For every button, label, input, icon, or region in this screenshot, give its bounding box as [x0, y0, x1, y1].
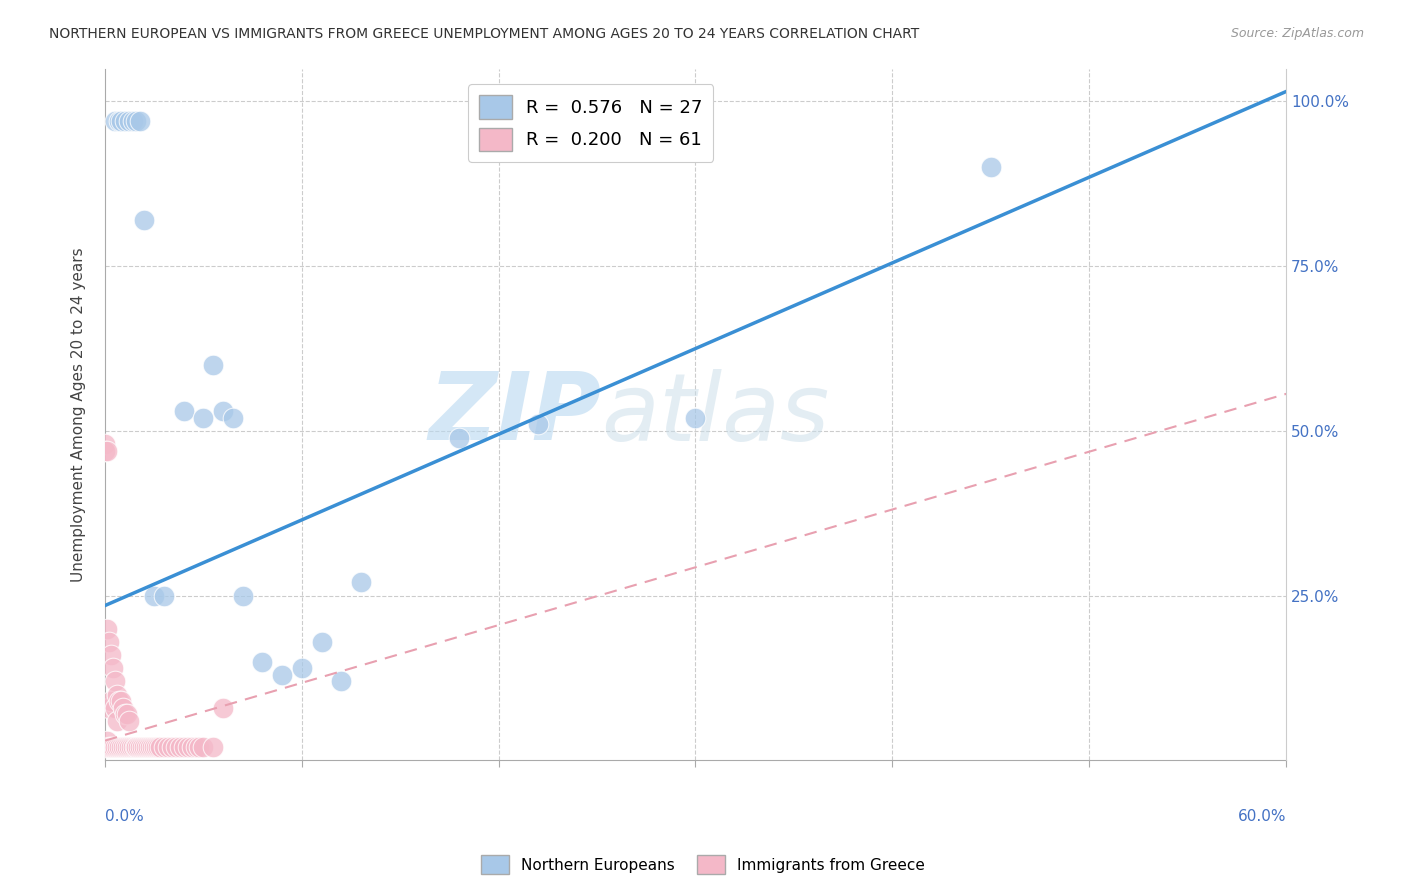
Point [117, 714, 139, 728]
Point [165, 740, 187, 755]
Point [180, 740, 202, 755]
Point [176, 740, 198, 755]
Point [117, 740, 139, 755]
Text: 0.0%: 0.0% [105, 809, 143, 824]
Point [980, 161, 1002, 175]
Point [212, 700, 235, 714]
Point [104, 674, 127, 689]
Point [110, 740, 132, 755]
Point [131, 740, 153, 755]
Point [173, 740, 195, 755]
Point [232, 589, 254, 603]
Point [173, 404, 195, 418]
Legend: Northern Europeans, Immigrants from Greece: Northern Europeans, Immigrants from Gree… [475, 849, 931, 880]
Point [114, 114, 136, 128]
Legend: R =  0.576   N = 27, R =  0.200   N = 61: R = 0.576 N = 27, R = 0.200 N = 61 [468, 85, 713, 161]
Point [188, 740, 211, 755]
Point [101, 661, 124, 675]
Point [153, 740, 176, 755]
Text: 60.0%: 60.0% [1237, 809, 1286, 824]
Point [94, 437, 117, 451]
Point [149, 740, 172, 755]
Point [143, 740, 166, 755]
Point [100, 740, 122, 755]
Point [202, 358, 225, 372]
Point [527, 417, 550, 432]
Point [111, 700, 134, 714]
Point [94, 740, 117, 755]
Point [115, 707, 138, 722]
Point [96, 622, 118, 636]
Point [685, 410, 707, 425]
Point [101, 740, 124, 755]
Point [115, 740, 138, 755]
Point [97, 740, 120, 755]
Point [141, 740, 163, 755]
Text: Source: ZipAtlas.com: Source: ZipAtlas.com [1230, 27, 1364, 40]
Point [97, 634, 120, 648]
Point [136, 740, 159, 755]
Point [143, 589, 166, 603]
Point [121, 114, 143, 128]
Point [107, 740, 129, 755]
Point [94, 443, 117, 458]
Point [100, 648, 122, 662]
Point [184, 740, 207, 755]
Point [105, 740, 128, 755]
Point [117, 114, 139, 128]
Point [107, 694, 129, 708]
Text: atlas: atlas [600, 369, 830, 460]
Point [105, 714, 128, 728]
Point [114, 707, 136, 722]
Point [160, 740, 183, 755]
Point [125, 740, 148, 755]
Point [97, 700, 120, 714]
Point [124, 740, 146, 755]
Point [156, 740, 179, 755]
Point [104, 700, 127, 714]
Point [107, 114, 129, 128]
Point [252, 655, 274, 669]
Point [153, 589, 176, 603]
Point [193, 410, 215, 425]
Point [110, 114, 132, 128]
Point [111, 740, 134, 755]
Point [169, 740, 191, 755]
Point [114, 740, 136, 755]
Point [449, 430, 471, 444]
Text: ZIP: ZIP [427, 368, 600, 460]
Point [129, 740, 152, 755]
Point [212, 404, 235, 418]
Point [146, 740, 169, 755]
Point [129, 114, 152, 128]
Point [105, 688, 128, 702]
Point [104, 114, 127, 128]
Point [311, 634, 333, 648]
Point [271, 667, 294, 681]
Point [110, 694, 132, 708]
Point [193, 740, 215, 755]
Point [330, 674, 353, 689]
Point [139, 740, 162, 755]
Point [104, 740, 127, 755]
Point [350, 575, 373, 590]
Point [120, 740, 142, 755]
Point [145, 740, 167, 755]
Point [96, 733, 118, 747]
Point [100, 694, 122, 708]
Point [127, 740, 149, 755]
Point [134, 213, 156, 227]
Text: NORTHERN EUROPEAN VS IMMIGRANTS FROM GREECE UNEMPLOYMENT AMONG AGES 20 TO 24 YEA: NORTHERN EUROPEAN VS IMMIGRANTS FROM GRE… [49, 27, 920, 41]
Point [291, 661, 314, 675]
Point [135, 740, 157, 755]
Point [96, 443, 118, 458]
Point [134, 740, 156, 755]
Point [125, 114, 148, 128]
Point [222, 410, 245, 425]
Point [202, 740, 225, 755]
Y-axis label: Unemployment Among Ages 20 to 24 years: Unemployment Among Ages 20 to 24 years [72, 247, 86, 582]
Point [121, 740, 143, 755]
